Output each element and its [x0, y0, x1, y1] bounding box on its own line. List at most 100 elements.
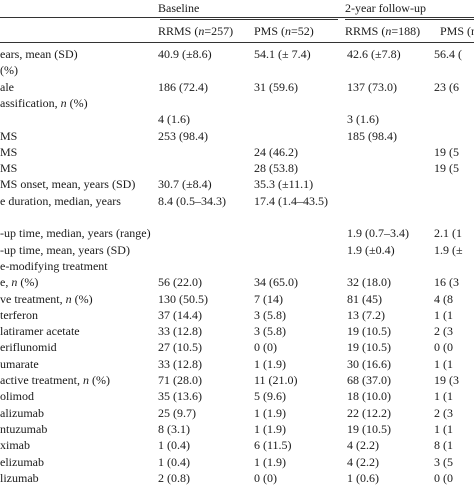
row-value: 185 (98.4): [347, 128, 397, 143]
table-row: ears, mean (SD) 40.9 (±8.6) 54.1 (± 7.4) 42…: [0, 45, 474, 63]
row-value: 3 (5: [434, 454, 453, 469]
row-value: 22 (12.2): [347, 405, 391, 420]
row-value: 35 (13.6): [158, 389, 202, 404]
group-header-baseline: Baseline: [158, 1, 200, 15]
row-value: 2 (3: [434, 324, 453, 339]
row-label: elizumab: [0, 454, 44, 469]
table-row: ximab 1 (0.4) 6 (11.5) 4 (2.2) 8 (1: [0, 436, 474, 454]
table-row: alizumab 25 (9.7) 1 (1.9) 22 (12.2) 2 (3: [0, 404, 474, 422]
row-value: 0 (0: [434, 340, 453, 355]
row-value: 27 (10.5): [158, 340, 202, 355]
row-value: 30.7 (±8.4): [158, 177, 212, 192]
row-value: 4 (8: [434, 291, 453, 306]
row-value: 1 (1.9): [254, 356, 286, 371]
row-value: 6 (11.5): [254, 438, 292, 453]
row-value: 1 (0.4): [158, 438, 190, 453]
row-value: 130 (50.5): [158, 291, 208, 306]
table-row: active treatment, n (%) 71 (28.0) 11 (21.0…: [0, 371, 474, 389]
row-value: 56 (22.0): [158, 275, 202, 290]
row-label: umarate: [0, 356, 39, 371]
table-row: terferon 37 (14.4) 3 (5.8) 13 (7.2) 1 (1: [0, 306, 474, 324]
row-value: 4 (1.6): [158, 112, 190, 127]
row-label: ximab: [0, 438, 30, 453]
row-label: ve treatment, n (%): [0, 291, 93, 306]
table-row: [0, 208, 474, 226]
row-label: MS: [0, 128, 18, 143]
row-value: 37 (14.4): [158, 307, 202, 322]
col-header-pms-baseline: PMS (n=52): [254, 24, 314, 38]
row-value: 1 (0.6): [347, 470, 379, 485]
row-value: 1 (1: [434, 389, 453, 404]
row-value: 1 (1: [434, 421, 453, 436]
row-value: 19 (5: [434, 144, 459, 159]
row-value: 0 (0): [254, 340, 277, 355]
header-bottom-rule: [0, 42, 474, 43]
row-label: MS: [0, 144, 18, 159]
row-label: assification, n (%): [0, 95, 88, 110]
row-value: 81 (45): [347, 291, 382, 306]
row-value: 1 (1: [434, 356, 453, 371]
row-label: active treatment, n (%): [0, 373, 110, 387]
col-header-rrms-followup: RRMS (n=188): [345, 24, 421, 38]
row-value: 19 (10.5): [347, 340, 391, 355]
row-value: 1 (1.9): [254, 454, 286, 469]
row-value: 17.4 (1.4–43.5): [254, 193, 328, 208]
row-value: 28 (53.8): [254, 161, 298, 176]
table-row: latiramer acetate 33 (12.8) 3 (5.8) 19 (10.…: [0, 322, 474, 340]
row-label: terferon: [0, 307, 38, 322]
row-value: 186 (72.4): [158, 79, 208, 94]
row-value: 11 (21.0): [254, 373, 298, 387]
table-row: ntuzumab 8 (3.1) 1 (1.9) 19 (10.5) 1 (1: [0, 420, 474, 438]
row-value: 31 (59.6): [254, 79, 298, 94]
row-value: 1 (1: [434, 307, 453, 322]
row-label: e, n (%): [0, 275, 39, 290]
row-value: 2.1 (1: [434, 226, 462, 241]
row-value: 5 (9.6): [254, 389, 286, 404]
row-value: 34 (65.0): [254, 275, 298, 290]
table-row: 4 (1.6) 3 (1.6): [0, 110, 474, 128]
row-label: MS onset, mean, years (SD): [0, 177, 136, 192]
table-row: -up time, mean, years (SD) 1.9 (±0.4) 1.9 …: [0, 241, 474, 259]
row-value: 1 (1.9): [254, 421, 286, 436]
table-row: e, n (%) 56 (22.0) 34 (65.0) 32 (18.0) 16 (3: [0, 273, 474, 291]
table-row: umarate 33 (12.8) 1 (1.9) 30 (16.6) 1 (1: [0, 355, 474, 373]
row-label: e duration, median, years: [0, 193, 121, 208]
table-row: assification, n (%): [0, 94, 474, 112]
row-value: 16 (3: [434, 275, 459, 290]
table-row: (%): [0, 61, 474, 79]
header-rule: [0, 17, 474, 18]
row-value: 3 (1.6): [347, 112, 379, 127]
table-row: eriflunomid 27 (10.5) 0 (0) 19 (10.5) 0 (0: [0, 338, 474, 356]
row-value: 2 (0.8): [158, 470, 190, 485]
row-label: latiramer acetate: [0, 324, 80, 339]
group-rule-baseline: [160, 19, 338, 20]
row-value: 24 (46.2): [254, 144, 298, 159]
row-value: 137 (73.0): [347, 79, 397, 94]
row-value: 1 (1.9): [254, 405, 286, 420]
table-row: MS 253 (98.4) 185 (98.4): [0, 127, 474, 145]
row-value: 33 (12.8): [158, 324, 202, 339]
group-rule-followup: [345, 19, 474, 20]
row-value: 25 (9.7): [158, 405, 196, 420]
table-row: lizumab 2 (0.8) 0 (0) 1 (0.6) 0 (0: [0, 469, 474, 487]
row-value: 19 (5: [434, 161, 459, 176]
row-value: 54.1 (± 7.4): [254, 47, 311, 61]
row-value: 68 (37.0): [347, 373, 391, 387]
row-label: eriflunomid: [0, 340, 57, 355]
row-value: 2 (3: [434, 405, 453, 420]
row-value: 40.9 (±8.6): [158, 47, 212, 61]
row-value: 4 (2.2): [347, 438, 379, 453]
row-value: 8.4 (0.5–34.3): [158, 193, 226, 208]
table-row: MS 24 (46.2) 19 (5: [0, 143, 474, 161]
row-label: ears, mean (SD): [0, 47, 78, 61]
row-value: 8 (3.1): [158, 421, 190, 436]
table-row: elizumab 1 (0.4) 1 (1.9) 4 (2.2) 3 (5: [0, 453, 474, 471]
row-value: 7 (14): [254, 291, 283, 306]
table-row: MS onset, mean, years (SD) 30.7 (±8.4) 35.…: [0, 175, 474, 193]
table-row: ale 186 (72.4) 31 (59.6) 137 (73.0) 23 (6: [0, 78, 474, 96]
row-value: 253 (98.4): [158, 128, 208, 143]
row-value: 1.9 (±: [434, 242, 463, 257]
row-label: lizumab: [0, 470, 39, 485]
row-value: 18 (10.0): [347, 389, 391, 404]
